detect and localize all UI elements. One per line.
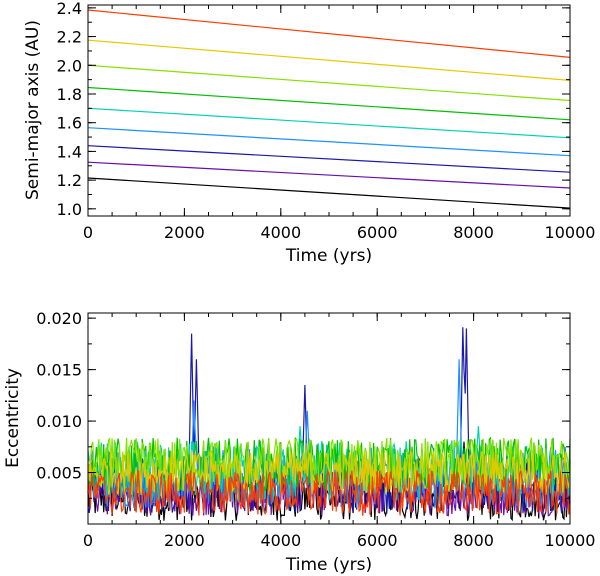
eccentricity-ytick-label: 0.005 — [36, 464, 82, 483]
semi-major-axis-xtick-label: 4000 — [260, 223, 301, 242]
eccentricity-ytick-label: 0.015 — [36, 361, 82, 380]
eccentricity-ticks: 0 2000 4000 6000 8000 10000 0.005 0.010 0.015 0.0… — [36, 309, 595, 550]
semi-major-axis-line-planet-8 — [87, 39, 571, 81]
semi-major-axis-ytick-label: 2.0 — [57, 56, 82, 75]
eccentricity-line-planet-9 — [87, 469, 571, 516]
semi-major-axis-xlabel: Time (yrs) — [285, 246, 372, 266]
eccentricity-xlabel: Time (yrs) — [285, 555, 372, 575]
semi-major-axis-xtick-label: 0 — [83, 223, 93, 242]
eccentricity-xtick-label: 10000 — [545, 531, 596, 550]
semi-major-axis-ytick-label: 2.2 — [57, 28, 82, 47]
eccentricity-ytick-label: 0.020 — [36, 309, 82, 328]
semi-major-axis-ticks: 0 2000 4000 6000 8000 10000 1.0 1.2 1.4 1.6 1.8 2.0… — [57, 0, 596, 242]
semi-major-axis-line-planet-4 — [87, 127, 571, 157]
semi-major-axis-ylabel: Semi-major axis (AU) — [23, 20, 43, 200]
semi-major-axis-ytick-label: 1.4 — [57, 142, 82, 161]
semi-major-axis-xtick-label: 6000 — [357, 223, 398, 242]
eccentricity-ytick-label: 0.010 — [36, 412, 82, 431]
semi-major-axis-line-planet-9 — [87, 9, 571, 58]
semi-major-axis-panel: 0 2000 4000 6000 8000 10000 1.0 1.2 1.4 1.6 1.8 2.0… — [23, 0, 595, 266]
eccentricity-xtick-label: 8000 — [453, 531, 494, 550]
semi-major-axis-line-planet-2 — [87, 161, 571, 189]
eccentricity-ylabel: Eccentricity — [3, 368, 23, 468]
semi-major-axis-line-planet-5 — [87, 107, 571, 139]
semi-major-axis-xtick-label: 10000 — [545, 223, 596, 242]
semi-major-axis-line-planet-1 — [87, 177, 571, 209]
semi-major-axis-line-planet-3 — [87, 145, 571, 173]
eccentricity-xtick-label: 0 — [83, 531, 93, 550]
semi-major-axis-xtick-label: 8000 — [453, 223, 494, 242]
semi-major-axis-ytick-label: 1.0 — [57, 200, 82, 219]
semi-major-axis-line-planet-6 — [87, 86, 571, 121]
eccentricity-xtick-label: 4000 — [260, 531, 301, 550]
semi-major-axis-ytick-label: 2.4 — [57, 0, 82, 18]
eccentricity-xtick-label: 6000 — [357, 531, 398, 550]
semi-major-axis-xtick-label: 2000 — [164, 223, 205, 242]
eccentricity-panel: 0 2000 4000 6000 8000 10000 0.005 0.010 0.015 0.0… — [3, 309, 595, 575]
eccentricity-xtick-label: 2000 — [164, 531, 205, 550]
eccentricity-series — [87, 327, 571, 522]
semi-major-axis-ytick-label: 1.2 — [57, 171, 82, 190]
semi-major-axis-ytick-label: 1.8 — [57, 85, 82, 104]
semi-major-axis-series — [87, 9, 571, 209]
semi-major-axis-ytick-label: 1.6 — [57, 114, 82, 133]
semi-major-axis-line-planet-7 — [87, 64, 571, 102]
